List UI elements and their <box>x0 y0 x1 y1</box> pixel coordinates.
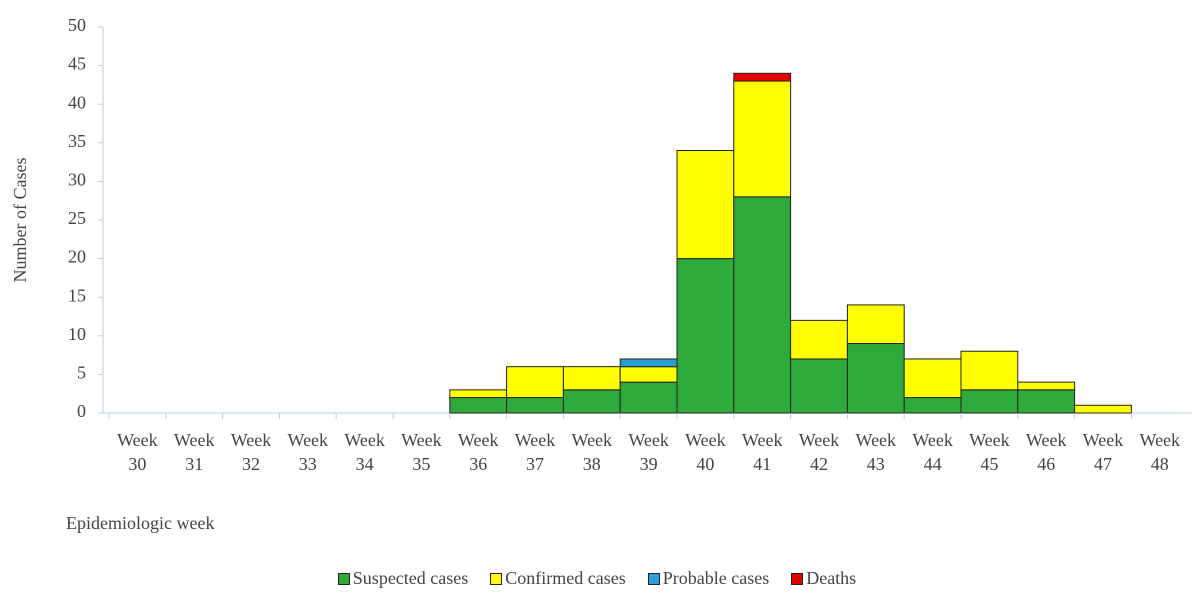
x-axis-title: Epidemiologic week <box>66 513 215 533</box>
legend-swatch <box>791 572 804 585</box>
x-tick-label: Week 44 <box>912 430 953 474</box>
y-tick-label: 20 <box>68 247 86 267</box>
bar-segment <box>1017 381 1076 391</box>
y-tick-label: 15 <box>68 285 86 305</box>
legend: Suspected cases Confirmed cases Probable c… <box>0 568 1194 589</box>
bar-segment <box>790 319 848 360</box>
bar-segment <box>449 389 508 399</box>
bar-segment <box>846 304 905 345</box>
bar-segment <box>676 150 735 260</box>
legend-label: Suspected cases <box>352 568 469 588</box>
legend-item: Deaths <box>791 568 856 589</box>
x-tick-label: Week 46 <box>1025 430 1067 474</box>
legend-item: Confirmed cases <box>490 568 626 589</box>
bar-segment <box>846 343 905 414</box>
x-tick-label: Week 36 <box>457 430 499 474</box>
x-tick-label: Week 43 <box>855 430 897 474</box>
x-tick-label: Week 48 <box>1139 430 1181 474</box>
legend-item: Suspected cases <box>337 568 469 589</box>
x-tick-label: Week 33 <box>287 430 329 474</box>
legend-item: Probable cases <box>647 568 770 589</box>
legend-swatch <box>337 572 350 585</box>
bar-segment <box>790 358 848 414</box>
x-tick-label: Week 34 <box>344 430 385 474</box>
bar-segment <box>1074 404 1132 414</box>
y-tick-label: 5 <box>77 363 86 383</box>
x-tick-label: Week 42 <box>798 430 840 474</box>
bar-segment <box>733 80 792 198</box>
bar-segment <box>562 366 621 391</box>
bar-segment <box>506 397 564 414</box>
bar-segment <box>733 196 792 414</box>
legend-swatch <box>647 572 660 585</box>
x-tick-label: Week 41 <box>741 430 783 474</box>
x-tick-label: Week 37 <box>514 430 556 474</box>
bar-segment <box>619 358 678 368</box>
y-tick-label: 0 <box>77 401 86 421</box>
bar-segment <box>903 358 962 399</box>
y-tick-label: 45 <box>68 54 86 74</box>
bar-segment <box>449 397 508 414</box>
y-axis-title: Number of Cases <box>10 158 30 283</box>
bar-segment <box>562 389 621 414</box>
y-tick-label: 50 <box>68 15 86 35</box>
x-tick-label: Week 31 <box>173 430 215 474</box>
bar-segment <box>733 72 792 82</box>
bar-segment <box>960 389 1019 414</box>
y-tick-label: 25 <box>68 208 86 228</box>
legend-label: Probable cases <box>662 568 770 588</box>
legend-swatch <box>490 572 503 585</box>
bar-segment <box>619 381 678 414</box>
bar-segment <box>619 366 678 383</box>
y-tick-label: 10 <box>68 324 86 344</box>
x-tick-label: Week 39 <box>628 430 669 474</box>
x-tick-label: Week 47 <box>1082 430 1124 474</box>
x-tick-label: Week 35 <box>401 430 442 474</box>
bar-segment <box>506 366 564 399</box>
x-tick-label: Week 38 <box>571 430 613 474</box>
legend-label: Deaths <box>806 568 857 588</box>
bar-segment <box>960 350 1019 391</box>
x-tick-label: Week 45 <box>969 430 1010 474</box>
x-tick-label: Week 32 <box>230 430 272 474</box>
y-tick-label: 35 <box>68 131 86 151</box>
legend-label: Confirmed cases <box>505 568 626 588</box>
x-tick-label: Week 40 <box>685 430 726 474</box>
bar-segment <box>676 258 735 414</box>
x-tick-label: Week 30 <box>117 430 158 474</box>
y-tick-label: 30 <box>68 170 86 190</box>
bar-segment <box>1017 389 1076 414</box>
y-tick-label: 40 <box>68 92 86 112</box>
bar-segment <box>903 397 962 414</box>
